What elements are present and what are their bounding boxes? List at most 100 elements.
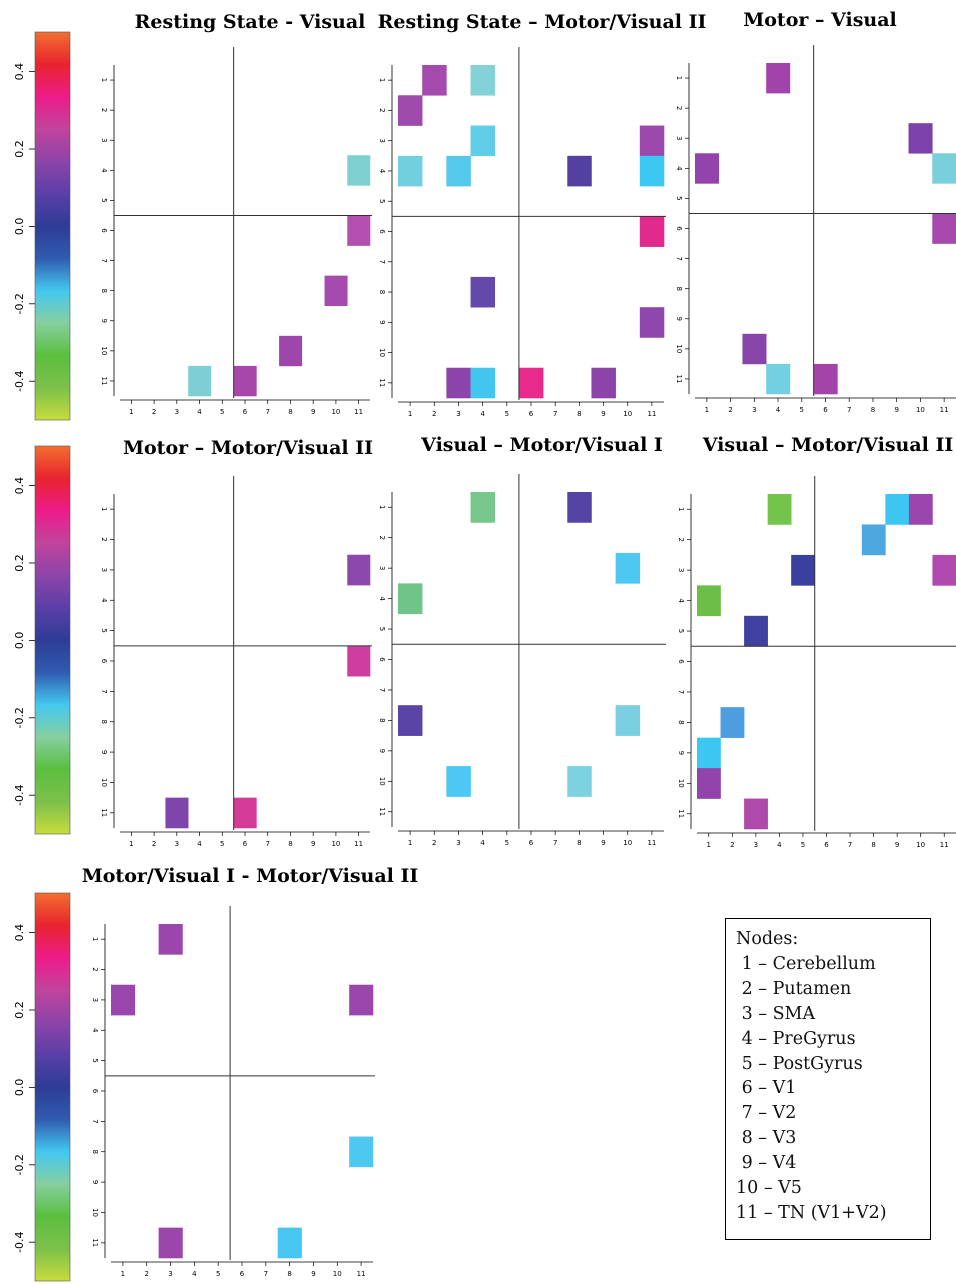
- heatmap-cell: [347, 215, 371, 246]
- heatmap-panel-6: Visual – Motor/Visual II1122334455667788…: [677, 434, 956, 849]
- x-tick-label: 9: [601, 410, 605, 418]
- y-tick-label: 11: [100, 376, 108, 385]
- y-tick-label: 10: [100, 346, 108, 355]
- y-tick-label: 1: [91, 937, 99, 941]
- x-tick-label: 6: [823, 406, 828, 414]
- panel-title: Motor – Motor/Visual II: [123, 437, 373, 459]
- y-tick-label: 1: [100, 507, 108, 511]
- colorbar-tick-label: 0.2: [13, 554, 26, 572]
- x-tick-label: 6: [529, 410, 534, 418]
- y-tick-label: 1: [677, 507, 685, 511]
- heatmap-cell: [422, 65, 447, 96]
- x-tick-label: 7: [265, 840, 269, 848]
- heatmap-cell: [398, 583, 423, 615]
- heatmap-cell: [279, 335, 303, 367]
- legend-item: 3 – SMA: [736, 1003, 816, 1024]
- heatmap-cell: [697, 768, 721, 799]
- y-tick-label: 4: [91, 1028, 99, 1033]
- heatmap-cell: [470, 65, 496, 96]
- heatmap-cell: [695, 153, 720, 184]
- colorbar-tick-label: 0.0: [13, 218, 26, 236]
- heatmap-cell: [470, 125, 496, 157]
- heatmap-cell: [615, 705, 641, 736]
- x-tick-label: 5: [216, 1270, 220, 1278]
- y-tick-label: 4: [100, 598, 108, 603]
- x-tick-label: 3: [754, 841, 758, 849]
- panel-title: Motor/Visual I - Motor/Visual II: [82, 865, 419, 887]
- x-tick-label: 9: [894, 406, 898, 414]
- heatmap-panels: Resting State - Visual112233445566778899…: [82, 9, 956, 1278]
- x-tick-label: 3: [456, 410, 460, 418]
- heatmap-cell: [158, 924, 183, 955]
- x-tick-label: 1: [408, 410, 412, 418]
- x-tick-label: 10: [916, 841, 925, 849]
- heatmap-cell: [932, 554, 956, 586]
- colorbar-tick-label: 0.4: [13, 63, 26, 81]
- legend-item: 7 – V2: [736, 1103, 797, 1124]
- x-tick-label: 11: [940, 841, 949, 849]
- x-tick-label: 10: [331, 840, 340, 848]
- y-tick-label: 5: [677, 629, 685, 633]
- heatmap-cell: [766, 63, 791, 94]
- x-tick-label: 2: [152, 408, 156, 416]
- x-tick-label: 3: [168, 1270, 172, 1278]
- heatmap-cell: [639, 125, 665, 157]
- x-tick-label: 1: [129, 840, 133, 848]
- x-tick-label: 6: [243, 840, 248, 848]
- x-tick-label: 2: [432, 410, 436, 418]
- x-tick-label: 1: [707, 841, 711, 849]
- x-tick-label: 9: [311, 840, 315, 848]
- x-tick-label: 4: [777, 841, 782, 849]
- y-tick-label: 7: [675, 256, 683, 260]
- heatmap-cell: [349, 984, 374, 1016]
- heatmap-cell: [742, 333, 767, 365]
- x-tick-label: 3: [456, 839, 460, 847]
- y-tick-label: 3: [378, 138, 386, 142]
- y-tick-label: 9: [91, 1180, 99, 1184]
- heatmap-cell: [861, 524, 886, 556]
- heatmap-cell: [567, 155, 592, 187]
- legend-item: 6 – V1: [736, 1078, 797, 1099]
- y-tick-label: 6: [675, 226, 683, 231]
- heatmap-cell: [165, 797, 189, 829]
- x-tick-label: 11: [357, 1270, 366, 1278]
- x-tick-label: 8: [577, 839, 581, 847]
- colorbar-tick-label: 0.4: [13, 924, 26, 942]
- colorbar-tick-label: -0.4: [13, 1231, 26, 1252]
- colorbar-tick-label: -0.2: [13, 1154, 26, 1175]
- y-tick-label: 11: [91, 1238, 99, 1247]
- y-tick-label: 8: [378, 718, 386, 722]
- heatmap-panel-1: Resting State - Visual112233445566778899…: [100, 11, 372, 416]
- x-tick-label: 5: [220, 408, 224, 416]
- x-tick-label: 7: [847, 406, 851, 414]
- y-tick-label: 4: [677, 598, 685, 603]
- heatmap-cell: [908, 123, 933, 154]
- heatmap-cell: [349, 1136, 374, 1168]
- heatmap-cell: [932, 153, 956, 184]
- y-tick-label: 3: [675, 136, 683, 140]
- colorbar-gradient: [34, 892, 71, 1282]
- x-tick-label: 5: [801, 841, 805, 849]
- y-tick-label: 11: [378, 378, 386, 387]
- x-tick-label: 11: [647, 839, 656, 847]
- heatmap-cell: [791, 554, 816, 586]
- x-tick-label: 1: [705, 406, 709, 414]
- x-tick-label: 11: [354, 840, 363, 848]
- x-tick-label: 2: [730, 841, 734, 849]
- y-tick-label: 11: [675, 374, 683, 383]
- panel-title: Resting State - Visual: [135, 11, 366, 33]
- legend-title: Nodes:: [736, 929, 799, 949]
- heatmap-cell: [470, 492, 496, 523]
- heatmap-cell: [518, 367, 544, 399]
- y-tick-label: 5: [378, 199, 386, 203]
- colorbar-tick-label: 0.2: [13, 1001, 26, 1019]
- x-tick-label: 6: [240, 1270, 245, 1278]
- y-tick-label: 8: [378, 290, 386, 294]
- x-tick-label: 5: [220, 840, 224, 848]
- y-tick-label: 6: [378, 657, 386, 662]
- y-tick-label: 1: [100, 78, 108, 82]
- x-tick-label: 3: [752, 406, 756, 414]
- y-tick-label: 10: [378, 777, 386, 786]
- heatmap-cell: [908, 494, 933, 525]
- x-tick-label: 8: [577, 410, 581, 418]
